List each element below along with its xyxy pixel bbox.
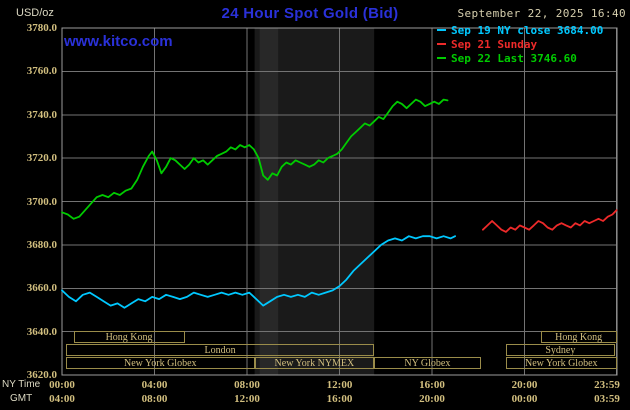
y-tick-label: 3640.0 xyxy=(26,325,57,338)
y-tick-label: 3720.0 xyxy=(26,152,57,165)
legend-item-label: Sep 22 Last 3746.60 xyxy=(451,51,577,65)
y-tick-label: 3700.0 xyxy=(26,195,57,208)
session-box-new-york-globex: New York Globex xyxy=(506,357,617,369)
y-tick-label: 3660.0 xyxy=(26,282,57,295)
price-line xyxy=(61,98,449,220)
legend: Sep 19 NY close 3684.00 Sep 21 Sunday Sep … xyxy=(437,23,603,65)
price-line xyxy=(61,235,457,309)
kitco-watermark-link[interactable]: www.kitco.com xyxy=(64,33,173,50)
chart-datetime: September 22, 2025 16:40 xyxy=(457,7,626,20)
session-box-hong-kong: Hong Kong xyxy=(73,331,185,343)
session-box-ny-globex: NY Globex xyxy=(374,357,481,369)
y-tick-label: 3680.0 xyxy=(26,238,57,251)
session-box-sydney: Sydney xyxy=(506,344,615,356)
x-tick-gmt-label: 16:00 xyxy=(326,393,353,405)
y-tick-label: 3760.0 xyxy=(26,65,57,78)
y-tick-label: 3620.0 xyxy=(26,369,57,381)
x-tick-gmt-label: 00:00 xyxy=(511,393,538,405)
y-tick-label: 3740.0 xyxy=(26,108,57,121)
x-tick-ny-label: 23:59 xyxy=(594,379,620,391)
session-box-hong-kong: Hong Kong xyxy=(540,331,617,343)
x-tick-gmt-label: 12:00 xyxy=(234,393,260,405)
x-tick-ny-label: 04:00 xyxy=(141,379,168,391)
x-tick-ny-label: 16:00 xyxy=(419,379,445,391)
x-tick-ny-label: 20:00 xyxy=(511,379,538,391)
x-tick-gmt-label: 04:00 xyxy=(49,393,75,405)
legend-item: Sep 21 Sunday xyxy=(437,37,603,51)
legend-item-label: Sep 19 NY close 3684.00 xyxy=(451,23,604,37)
legend-item-label: Sep 21 Sunday xyxy=(451,37,538,51)
session-box-new-york-nymex: New York NYMEX xyxy=(254,357,375,369)
gmt-axis-label: GMT xyxy=(10,393,33,404)
x-tick-gmt-label: 08:00 xyxy=(141,393,168,405)
x-tick-gmt-label: 03:59 xyxy=(594,393,620,405)
y-tick-label: 3780.0 xyxy=(26,22,57,34)
ny-time-axis-label: NY Time xyxy=(2,379,41,390)
y-axis-unit-label: USD/oz xyxy=(16,7,54,19)
legend-item: Sep 22 Last 3746.60 xyxy=(437,51,603,65)
plot-border xyxy=(61,27,618,376)
legend-color-dash-icon xyxy=(437,57,446,59)
x-tick-ny-label: 12:00 xyxy=(326,379,353,391)
legend-color-dash-icon xyxy=(437,43,446,45)
x-tick-gmt-label: 20:00 xyxy=(419,393,445,405)
chart-title: 24 Hour Spot Gold (Bid) xyxy=(221,5,399,22)
x-tick-ny-label: 08:00 xyxy=(234,379,260,391)
session-box-london: London xyxy=(65,344,375,356)
x-tick-ny-label: 00:00 xyxy=(49,379,75,391)
session-box-new-york-globex: New York Globex xyxy=(65,357,255,369)
legend-item: Sep 19 NY close 3684.00 xyxy=(437,23,603,37)
price-line xyxy=(481,209,618,233)
legend-color-dash-icon xyxy=(437,29,446,31)
